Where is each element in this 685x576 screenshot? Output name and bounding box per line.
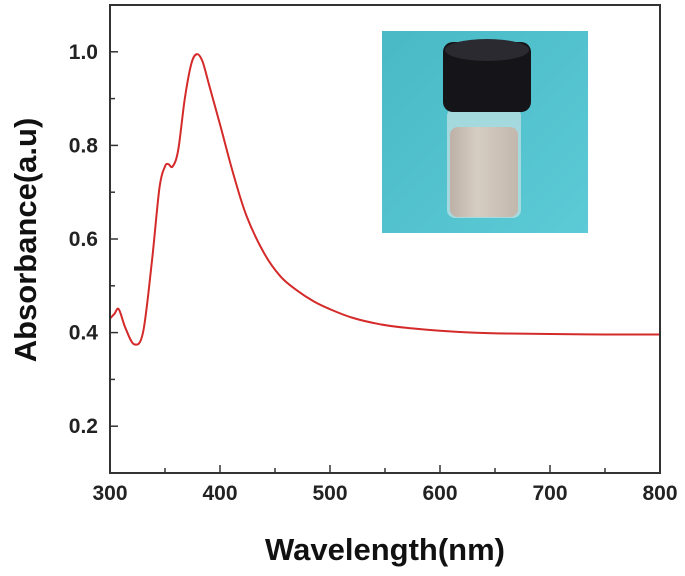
x-tick-label: 500: [312, 482, 347, 505]
inset-photo: [382, 31, 588, 233]
vial-liquid: [450, 127, 518, 217]
y-tick-label: 0.8: [69, 134, 99, 157]
x-tick-label: 600: [422, 482, 457, 505]
x-tick-label: 300: [92, 482, 127, 505]
y-axis-title: Absorbance(a.u): [8, 118, 43, 363]
x-axis-title: Wavelength(nm): [265, 532, 505, 567]
vial-cap: [443, 42, 531, 112]
y-tick-label: 1.0: [69, 41, 98, 64]
x-tick-label: 700: [532, 482, 567, 505]
x-tick-label: 800: [642, 482, 677, 505]
x-tick-label: 400: [202, 482, 237, 505]
y-tick-label: 0.6: [69, 228, 98, 251]
axes: 300 400 500 600 700 800 0.2 0.4 0.6 0.8 1.0: [69, 4, 678, 505]
series-line-absorbance: [109, 53, 661, 346]
y-tick-label: 0.2: [69, 415, 98, 438]
y-tick-label: 0.4: [69, 322, 99, 345]
